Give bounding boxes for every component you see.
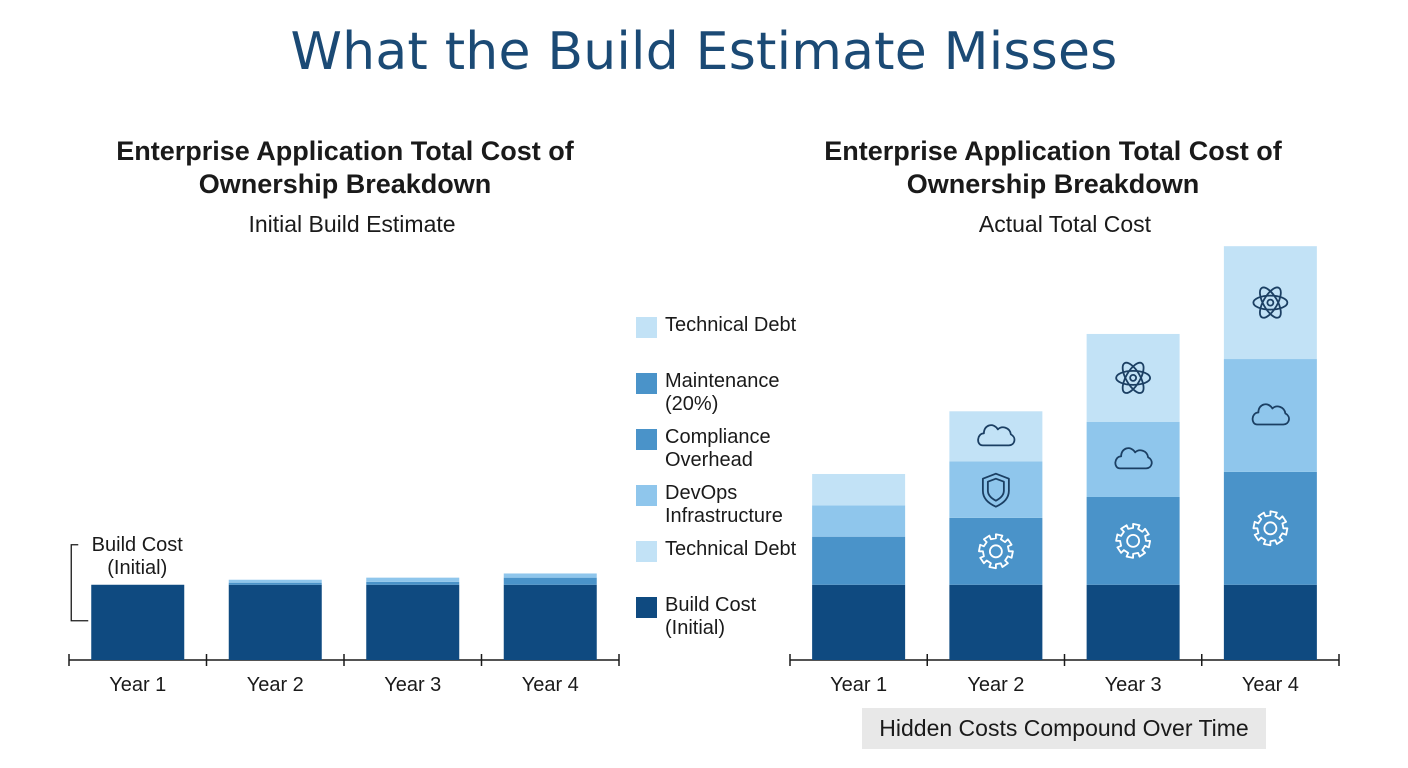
gear-icon (1115, 523, 1151, 559)
legend: Technical Debt Maintenance (20%) Complia… (636, 314, 806, 650)
annotation-bracket (70, 544, 89, 622)
bar-segment (228, 584, 322, 660)
bar-segment (366, 577, 460, 582)
legend-item: DevOps Infrastructure (636, 482, 806, 538)
bar-segment (366, 584, 460, 660)
bar-segment (1086, 584, 1180, 660)
gear-icon (978, 533, 1014, 570)
bar-segment (91, 584, 185, 660)
bar-segment (949, 584, 1043, 660)
atom-icon (1252, 286, 1289, 319)
x-tick-label: Year 3 (384, 674, 441, 696)
legend-swatch (636, 597, 657, 618)
cloud-icon (977, 424, 1016, 447)
legend-item: Technical Debt (636, 538, 806, 594)
legend-swatch (636, 317, 657, 338)
bar-segment (949, 461, 1043, 518)
atom-icon (1115, 361, 1152, 394)
left-chart-subtitle: Initial Build Estimate (248, 211, 456, 237)
legend-item: Maintenance (20%) (636, 370, 806, 426)
bar-segment (503, 573, 597, 578)
x-tick-label: Year 4 (1242, 674, 1299, 696)
legend-label: DevOps Infrastructure (665, 482, 783, 527)
bar-segment (1223, 584, 1317, 660)
bar-segment (503, 577, 597, 585)
bar-segment (949, 411, 1043, 462)
cloud-icon (1251, 403, 1290, 426)
legend-item: Compliance Overhead (636, 426, 806, 482)
legend-label: Technical Debt (665, 538, 797, 560)
legend-item: Build Cost (Initial) (636, 594, 806, 650)
caption-box: Hidden Costs Compound Over Time (862, 708, 1266, 749)
legend-label: Compliance Overhead (665, 426, 771, 471)
bar-segment (1223, 246, 1317, 360)
bar-segment (1086, 496, 1180, 585)
bar-segment (812, 473, 906, 506)
annotation-label: Build Cost (92, 534, 184, 556)
bar-segment (503, 584, 597, 660)
right-chart-title: Enterprise Application Total Cost of Own… (824, 136, 1282, 199)
legend-item: Technical Debt (636, 314, 806, 370)
page-title: What the Build Estimate Misses (290, 22, 1118, 82)
bar-segment (812, 584, 906, 660)
legend-swatch (636, 485, 657, 506)
x-tick-label: Year 3 (1105, 674, 1162, 696)
bar-segment (1223, 359, 1317, 472)
bar-segment (366, 581, 460, 585)
bar-segment (1086, 421, 1180, 497)
bar-segment (228, 579, 322, 583)
x-tick-label: Year 4 (522, 674, 579, 696)
legend-label: Build Cost (Initial) (665, 594, 757, 639)
legend-swatch (636, 373, 657, 394)
bar-segment (1086, 333, 1180, 422)
x-tick-label: Year 2 (967, 674, 1024, 696)
bar-segment (949, 517, 1043, 585)
bar-segment (1223, 471, 1317, 585)
x-tick-label: Year 1 (830, 674, 887, 696)
cloud-icon (1114, 447, 1153, 470)
legend-swatch (636, 541, 657, 562)
x-tick-label: Year 2 (247, 674, 304, 696)
legend-label: Technical Debt (665, 314, 797, 336)
annotation-label: (Initial) (107, 557, 167, 579)
right-chart-subtitle: Actual Total Cost (978, 211, 1152, 237)
x-tick-label: Year 1 (109, 674, 166, 696)
legend-swatch (636, 429, 657, 450)
legend-label: Maintenance (20%) (665, 370, 780, 415)
bar-segment (812, 505, 906, 537)
gear-icon (1252, 510, 1289, 547)
bar-segment (812, 536, 906, 585)
left-chart-title: Enterprise Application Total Cost of Own… (116, 136, 574, 199)
shield-icon (981, 472, 1010, 508)
bar-segment (228, 582, 322, 585)
